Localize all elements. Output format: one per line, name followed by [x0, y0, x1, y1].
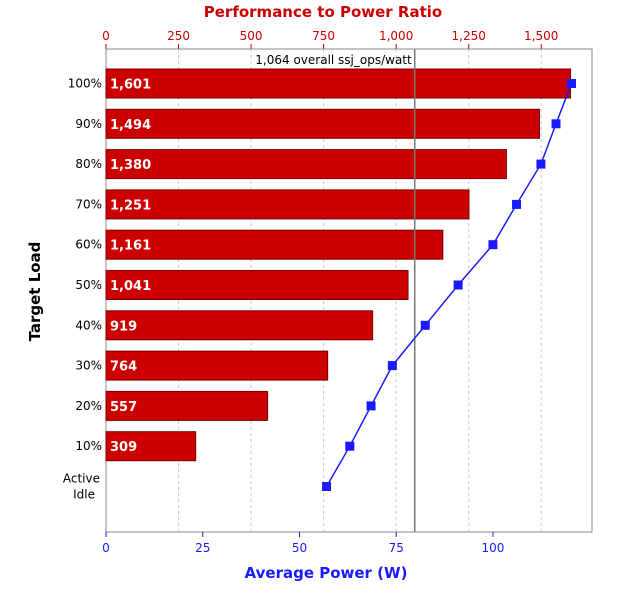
power-point [345, 441, 355, 451]
bar [105, 310, 374, 341]
category-label: 50% [75, 278, 102, 292]
category-label: 40% [75, 318, 102, 332]
top-axis-tick-label: 1,250 [452, 29, 486, 43]
bar-value-label: 1,251 [110, 198, 151, 213]
power-point [453, 280, 463, 290]
y-axis-title: Target Load [26, 242, 44, 342]
bar-value-label: 1,494 [110, 118, 151, 133]
top-axis-tick-label: 250 [167, 29, 190, 43]
bottom-axis-tick-label: 50 [292, 541, 307, 555]
bar-value-label: 1,161 [110, 239, 151, 254]
power-point [551, 119, 561, 129]
bottom-axis-tick-label: 100 [481, 541, 504, 555]
bottom-axis-tick-label: 25 [195, 541, 210, 555]
bar-value-label: 764 [110, 360, 137, 375]
bar-value-label: 557 [110, 400, 137, 415]
category-label: 30% [75, 359, 102, 373]
bar [105, 350, 329, 381]
category-label: 90% [75, 117, 102, 131]
power-point [566, 79, 576, 88]
bar-value-label: 1,041 [110, 279, 151, 294]
top-axis-tick-label: 500 [240, 29, 263, 43]
bar-value-label: 919 [110, 319, 137, 334]
category-label: Active [63, 472, 100, 486]
power-point [387, 361, 397, 371]
power-point [420, 320, 430, 330]
top-axis-tick-label: 1,000 [379, 29, 413, 43]
bottom-axis-title: Average Power (W) [245, 564, 408, 582]
top-axis-tick-label: 0 [102, 29, 110, 43]
category-label: 100% [68, 77, 102, 91]
bar-value-label: 309 [110, 440, 137, 455]
bar [105, 108, 540, 139]
category-label: 10% [75, 439, 102, 453]
bar [105, 149, 507, 180]
power-point [366, 401, 376, 411]
top-axis-tick-label: 1,500 [524, 29, 558, 43]
power-point [512, 199, 522, 209]
category-label: 60% [75, 238, 102, 252]
bar-value-label: 1,601 [110, 78, 151, 93]
bottom-axis-tick-label: 0 [102, 541, 110, 555]
bar [105, 431, 197, 462]
bottom-axis-tick-label: 75 [389, 541, 404, 555]
bar [105, 229, 444, 260]
bar [105, 189, 470, 220]
category-label: 20% [75, 399, 102, 413]
power-point [536, 159, 546, 169]
power-point [322, 482, 332, 491]
category-label: 80% [75, 157, 102, 171]
category-label: 70% [75, 197, 102, 211]
bar [105, 270, 409, 300]
reference-line-label: 1,064 overall ssj_ops/watt [255, 53, 412, 67]
top-axis-tick-label: 750 [312, 29, 335, 43]
category-label: Idle [73, 488, 95, 502]
power-point [488, 240, 498, 250]
bar-value-label: 1,380 [110, 158, 151, 173]
bar [105, 68, 572, 99]
bar [105, 390, 269, 421]
top-axis-title: Performance to Power Ratio [204, 3, 442, 21]
